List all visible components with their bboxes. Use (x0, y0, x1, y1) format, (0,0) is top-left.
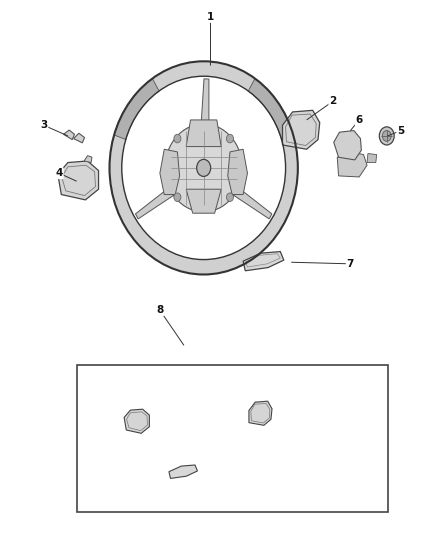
Circle shape (174, 193, 181, 201)
Polygon shape (200, 79, 209, 141)
Polygon shape (243, 252, 284, 271)
Polygon shape (84, 156, 92, 163)
Text: 5: 5 (397, 126, 404, 135)
Polygon shape (114, 78, 159, 140)
Circle shape (174, 134, 181, 143)
Polygon shape (186, 120, 221, 147)
Text: 3: 3 (40, 120, 47, 130)
Bar (77, 365, 388, 512)
Ellipse shape (110, 61, 298, 274)
Polygon shape (337, 152, 367, 177)
Polygon shape (249, 401, 272, 425)
Text: 7: 7 (347, 259, 354, 269)
Polygon shape (124, 409, 149, 433)
Polygon shape (169, 465, 198, 479)
Polygon shape (367, 154, 377, 163)
Text: 1: 1 (207, 12, 214, 22)
Polygon shape (58, 161, 99, 200)
Text: 4: 4 (56, 168, 63, 178)
Circle shape (226, 193, 233, 201)
Polygon shape (283, 110, 320, 149)
Ellipse shape (382, 131, 391, 141)
Polygon shape (248, 78, 293, 140)
Polygon shape (228, 149, 247, 195)
Text: 2: 2 (329, 96, 336, 106)
Polygon shape (64, 130, 74, 140)
Polygon shape (160, 149, 180, 195)
Polygon shape (334, 131, 361, 160)
Circle shape (226, 134, 233, 143)
Ellipse shape (197, 159, 211, 176)
Text: 8: 8 (156, 305, 163, 315)
Polygon shape (222, 178, 272, 219)
Polygon shape (186, 189, 221, 213)
Text: 6: 6 (356, 115, 363, 125)
Ellipse shape (122, 76, 286, 260)
Ellipse shape (379, 127, 394, 145)
Ellipse shape (165, 124, 242, 212)
Polygon shape (135, 178, 186, 219)
Polygon shape (74, 133, 85, 143)
